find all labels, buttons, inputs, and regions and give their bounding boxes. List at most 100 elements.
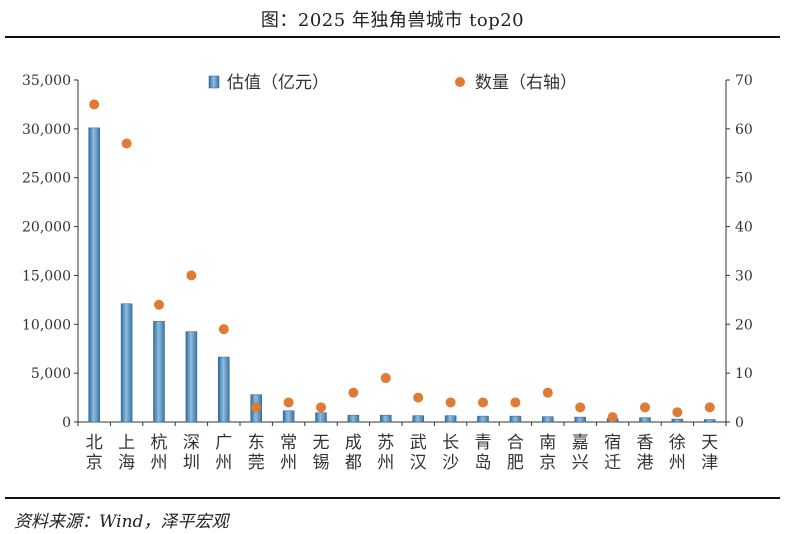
x-label-香港: 港 xyxy=(637,453,654,473)
x-label-嘉兴: 兴 xyxy=(572,453,589,473)
legend-bar-label: 估值（亿元） xyxy=(227,73,329,93)
point-武汉 xyxy=(413,392,424,403)
x-label-常州: 常 xyxy=(280,433,297,453)
x-label-南京: 京 xyxy=(539,453,556,473)
x-label-天津: 天 xyxy=(701,433,718,453)
bar-苏州 xyxy=(380,414,392,423)
legend-dot-label: 数量（右轴） xyxy=(475,73,577,93)
point-深圳 xyxy=(186,270,197,281)
x-label-合肥: 合 xyxy=(507,433,524,453)
point-常州 xyxy=(283,397,294,408)
x-label-长沙: 沙 xyxy=(442,453,459,473)
right-tick-label: 60 xyxy=(735,122,753,138)
x-label-天津: 津 xyxy=(701,453,718,473)
x-label-长沙: 长 xyxy=(442,433,459,453)
bar-长沙 xyxy=(444,415,457,423)
source-note: 资料来源：Wind，泽平宏观 xyxy=(14,512,229,532)
x-label-苏州: 州 xyxy=(377,453,394,473)
x-label-杭州: 州 xyxy=(151,453,168,473)
x-label-成都: 都 xyxy=(345,453,362,473)
point-宿迁 xyxy=(607,412,618,423)
bar-南京 xyxy=(542,416,554,423)
x-label-北京: 北 xyxy=(86,433,103,453)
x-label-苏州: 苏 xyxy=(377,433,394,453)
x-label-上海: 海 xyxy=(118,453,135,473)
x-label-广州: 广 xyxy=(215,433,232,453)
x-label-广州: 州 xyxy=(215,453,232,473)
point-北京 xyxy=(89,99,100,110)
x-label-香港: 香 xyxy=(637,433,654,453)
x-label-无锡: 无 xyxy=(313,433,330,453)
legend: 估值（亿元） 数量（右轴） xyxy=(208,73,577,93)
x-label-东莞: 东 xyxy=(248,433,265,453)
right-tick-label: 70 xyxy=(735,73,753,89)
point-苏州 xyxy=(380,373,391,384)
bar-series xyxy=(88,127,716,423)
point-杭州 xyxy=(154,299,164,310)
legend-dot-swatch xyxy=(455,77,465,87)
x-label-上海: 上 xyxy=(118,433,135,453)
bar-杭州 xyxy=(153,321,165,423)
bar-嘉兴 xyxy=(574,416,586,423)
bar-成都 xyxy=(347,414,360,423)
x-label-南京: 南 xyxy=(539,433,556,453)
x-label-东莞: 莞 xyxy=(248,453,265,473)
point-青岛 xyxy=(478,397,488,408)
bar-香港 xyxy=(639,417,651,423)
left-tick-label: 15,000 xyxy=(22,268,71,284)
point-合肥 xyxy=(510,397,521,408)
left-tick-label: 5,000 xyxy=(31,366,71,382)
bar-徐州 xyxy=(671,418,684,423)
point-南京 xyxy=(542,387,553,398)
point-东莞 xyxy=(251,402,262,413)
point-成都 xyxy=(348,387,359,398)
bar-青岛 xyxy=(477,415,489,423)
x-label-武汉: 汉 xyxy=(410,453,427,473)
x-label-徐州: 州 xyxy=(669,453,686,473)
bar-无锡 xyxy=(315,412,327,423)
point-上海 xyxy=(121,138,132,149)
right-tick-label: 10 xyxy=(735,366,753,382)
bar-深圳 xyxy=(185,331,198,423)
bar-天津 xyxy=(704,419,716,423)
x-label-杭州: 杭 xyxy=(151,433,168,453)
x-label-武汉: 武 xyxy=(410,433,427,453)
x-label-北京: 京 xyxy=(86,453,103,473)
left-tick-label: 0 xyxy=(62,415,71,431)
x-label-宿迁: 迁 xyxy=(604,453,621,473)
x-label-无锡: 锡 xyxy=(313,453,330,473)
right-tick-label: 50 xyxy=(735,171,753,187)
x-label-青岛: 岛 xyxy=(475,453,492,473)
point-天津 xyxy=(704,402,715,413)
bar-广州 xyxy=(218,356,230,423)
right-tick-label: 20 xyxy=(735,317,753,333)
x-label-青岛: 青 xyxy=(475,433,492,453)
point-无锡 xyxy=(316,402,326,413)
x-label-成都: 成 xyxy=(345,433,362,453)
x-label-常州: 州 xyxy=(280,453,297,473)
point-广州 xyxy=(218,324,229,335)
bar-常州 xyxy=(282,410,295,423)
left-tick-label: 20,000 xyxy=(22,220,71,236)
x-label-合肥: 肥 xyxy=(507,453,524,473)
right-tick-label: 30 xyxy=(735,268,753,284)
x-label-深圳: 深 xyxy=(183,433,200,453)
point-嘉兴 xyxy=(575,402,586,413)
bottom-rule xyxy=(5,497,780,499)
left-tick-label: 25,000 xyxy=(22,171,71,187)
legend-bar-swatch xyxy=(208,75,220,89)
bar-北京 xyxy=(88,127,100,423)
point-徐州 xyxy=(672,407,683,418)
bar-武汉 xyxy=(412,415,424,423)
point-香港 xyxy=(640,402,650,413)
bar-上海 xyxy=(120,303,133,423)
scatter-series xyxy=(89,99,715,423)
bar-合肥 xyxy=(509,415,522,423)
x-label-深圳: 圳 xyxy=(183,453,200,473)
left-tick-label: 10,000 xyxy=(22,317,71,333)
top-rule xyxy=(5,36,780,38)
point-长沙 xyxy=(445,397,456,408)
right-tick-label: 0 xyxy=(735,415,744,431)
x-label-徐州: 徐 xyxy=(669,433,686,453)
